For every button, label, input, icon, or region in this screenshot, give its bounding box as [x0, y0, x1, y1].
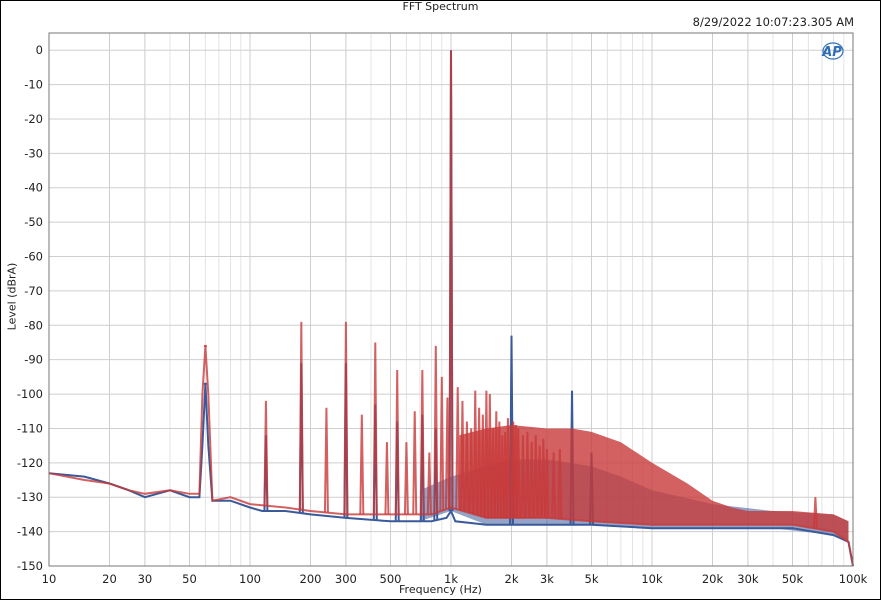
- series-2-peak: [496, 421, 502, 518]
- series-1-line: [48, 383, 854, 567]
- x-tick-label: 50k: [782, 572, 804, 586]
- x-tick-label: 300: [335, 572, 357, 586]
- y-tick-label: -70: [24, 284, 43, 298]
- y-tick-label: -140: [17, 525, 43, 539]
- y-tick-label: -90: [24, 353, 43, 367]
- series-2-peak: [529, 442, 535, 518]
- series-2-peak: [537, 445, 543, 518]
- series-2-peak: [551, 452, 557, 519]
- y-tick-label: -40: [24, 181, 43, 195]
- series-2-peak: [439, 376, 445, 511]
- x-tick-label: 10k: [641, 572, 663, 586]
- series-2-peak: [483, 390, 489, 518]
- x-tick-label: 500: [380, 572, 402, 586]
- series-2-peak: [433, 345, 439, 513]
- y-tick-label: -100: [17, 387, 43, 401]
- series-2-peak: [544, 449, 550, 518]
- x-tick-label: 100k: [839, 572, 868, 586]
- y-tick-label: -30: [24, 146, 43, 160]
- timestamp: 8/29/2022 10:07:23.305 AM: [692, 15, 854, 29]
- series-2-peak: [505, 418, 511, 518]
- y-tick-label: -20: [24, 112, 43, 126]
- series-2-peak: [464, 421, 470, 513]
- y-tick-label: -130: [17, 490, 43, 504]
- series-2-peak: [384, 442, 390, 515]
- series-2-peak: [493, 411, 499, 518]
- series-2-peak: [459, 400, 465, 511]
- series-2-peak: [394, 369, 400, 515]
- series-2-peak: [515, 428, 521, 518]
- series-2-peak: [812, 497, 818, 529]
- series-2-peak: [419, 369, 425, 515]
- x-tick-label: 1k: [444, 572, 458, 586]
- x-tick-label: 20k: [702, 572, 724, 586]
- x-tick-label: 10: [42, 572, 57, 586]
- plot-border: [48, 32, 854, 567]
- x-tick-label: 2k: [505, 572, 519, 586]
- series-2-peak: [476, 407, 482, 516]
- series-2-peak: [490, 428, 496, 518]
- x-tick-label: 100: [239, 572, 261, 586]
- series-2-peak: [533, 435, 539, 518]
- series-2-line: [48, 345, 854, 567]
- series-2-peak: [444, 397, 450, 509]
- series-2-peak: [557, 449, 563, 519]
- y-tick-label: -120: [17, 456, 43, 470]
- series-2-spike-envelope: [459, 425, 849, 542]
- series-2-peak: [472, 390, 478, 515]
- x-tick-label: 30: [138, 572, 153, 586]
- ap-logo-ring: [822, 42, 844, 60]
- series-2-peak: [372, 342, 378, 515]
- x-tick-label: 200: [300, 572, 322, 586]
- y-tick-label: -80: [24, 318, 43, 332]
- y-tick-label: -150: [17, 559, 43, 573]
- series-2-peak: [448, 50, 454, 508]
- series-2-peak: [524, 431, 530, 518]
- series-2-peak: [480, 414, 486, 517]
- x-tick-label: 5k: [585, 572, 599, 586]
- series-2-peak: [426, 452, 432, 515]
- chart-title: FFT Spectrum: [402, 0, 479, 13]
- series-2-peak: [468, 428, 474, 514]
- y-tick-label: -10: [24, 78, 43, 92]
- ap-logo: AP: [821, 45, 842, 60]
- series-2-peak: [455, 387, 461, 510]
- series-2-peak: [520, 435, 526, 518]
- y-tick-label: -60: [24, 250, 43, 264]
- series-2-peak: [359, 414, 365, 515]
- series-2-peak: [323, 407, 329, 513]
- x-tick-label: 30k: [737, 572, 759, 586]
- series-2-peak: [263, 400, 269, 506]
- series-2-peak: [487, 394, 493, 518]
- series-2-peak: [343, 321, 349, 515]
- y-tick-label: -50: [24, 215, 43, 229]
- x-axis-label: Frequency (Hz): [399, 583, 482, 596]
- series-2-peak: [412, 411, 418, 515]
- series-2-peak: [298, 321, 304, 510]
- x-tick-label: 3k: [540, 572, 554, 586]
- x-tick-label: 50: [182, 572, 197, 586]
- y-tick-label: -110: [17, 421, 43, 435]
- series-2-peak: [403, 442, 409, 515]
- series-2-peak: [540, 438, 546, 518]
- x-tick-label: 20: [102, 572, 117, 586]
- y-tick-label: 0: [36, 43, 43, 57]
